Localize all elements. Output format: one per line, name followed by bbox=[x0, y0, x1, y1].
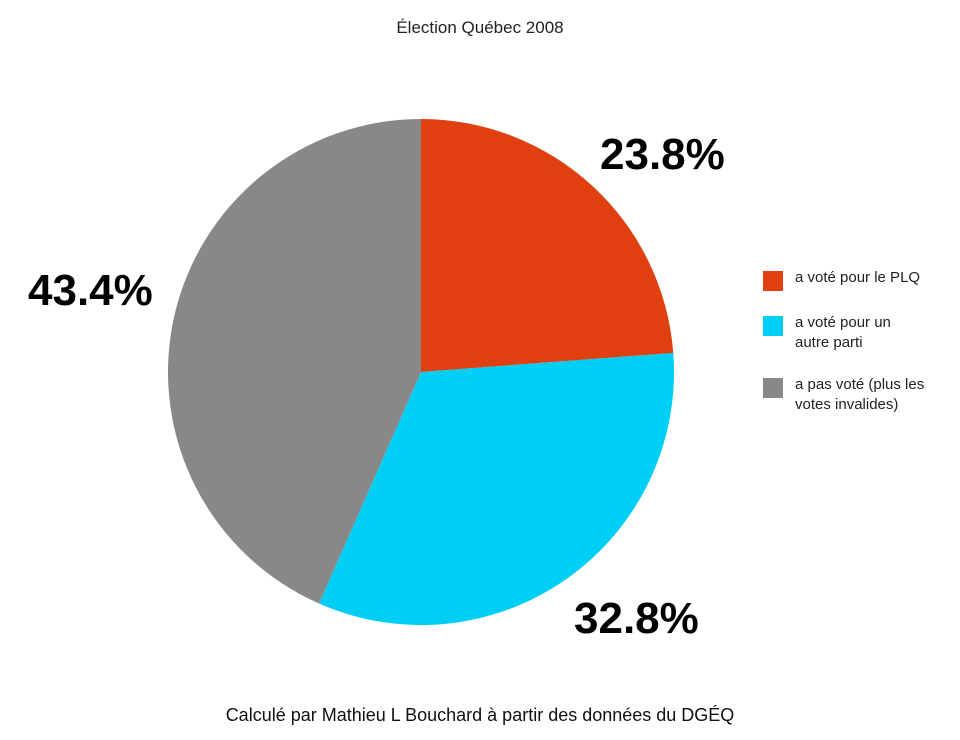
slice-label-pas-vote: 43.4% bbox=[28, 266, 153, 315]
pie-slice-pas-vote bbox=[168, 119, 421, 604]
legend: a voté pour le PLQ a voté pour un autre … bbox=[763, 268, 953, 437]
legend-item-autre-parti: a voté pour un autre parti bbox=[763, 313, 953, 353]
source-credit: Calculé par Mathieu L Bouchard à partir … bbox=[225, 705, 735, 725]
legend-swatch-plq bbox=[763, 271, 783, 291]
legend-item-plq: a voté pour le PLQ bbox=[763, 268, 953, 291]
legend-label-autre-parti: a voté pour un autre parti bbox=[795, 314, 891, 351]
legend-label-plq: a voté pour le PLQ bbox=[795, 269, 921, 286]
pie-slice-plq bbox=[421, 119, 674, 372]
legend-swatch-autre-parti bbox=[763, 316, 783, 336]
pie-slice-autre-parti bbox=[319, 352, 674, 625]
slice-label-plq: 23.8% bbox=[600, 130, 725, 179]
legend-swatch-pas-vote bbox=[763, 378, 783, 398]
chart-title: Élection Québec 2008 bbox=[396, 18, 564, 37]
legend-label-pas-vote: a pas voté (plus les votes invalides) bbox=[795, 376, 925, 413]
legend-item-pas-vote: a pas voté (plus les votes invalides) bbox=[763, 375, 953, 415]
slice-label-autre-parti: 32.8% bbox=[574, 594, 699, 643]
